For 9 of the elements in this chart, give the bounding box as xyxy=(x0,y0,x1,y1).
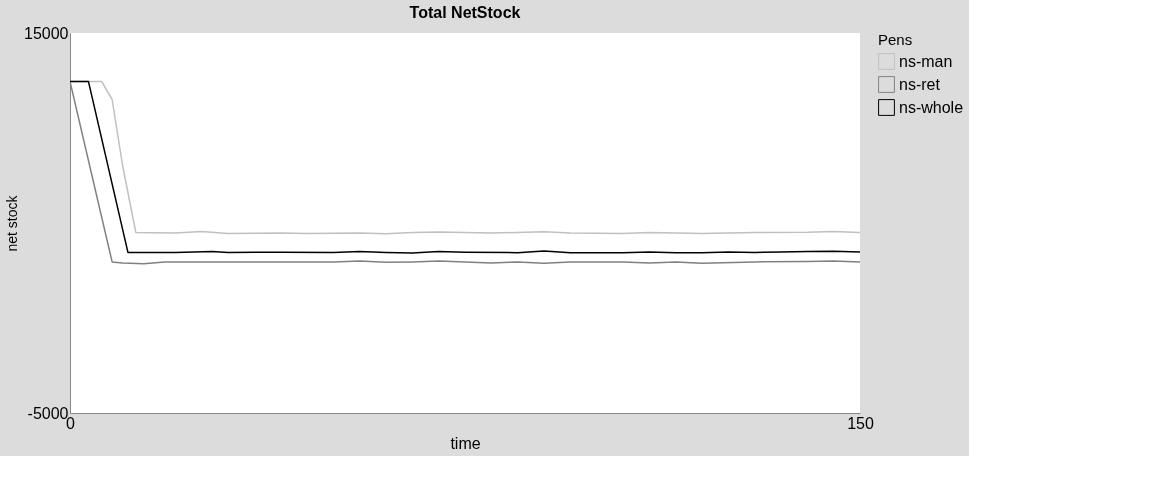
x-tick-label: 150 xyxy=(847,414,874,432)
y-axis-title: net stock xyxy=(4,194,21,252)
x-axis-title: time xyxy=(450,434,481,452)
y-tick-label: 15000 xyxy=(24,24,69,42)
chart-title: Total NetStock xyxy=(409,4,521,21)
legend-title: Pens xyxy=(878,31,913,48)
legend-label: ns-man xyxy=(899,52,953,70)
legend-label: ns-ret xyxy=(899,75,941,93)
legend-label: ns-whole xyxy=(899,98,964,116)
